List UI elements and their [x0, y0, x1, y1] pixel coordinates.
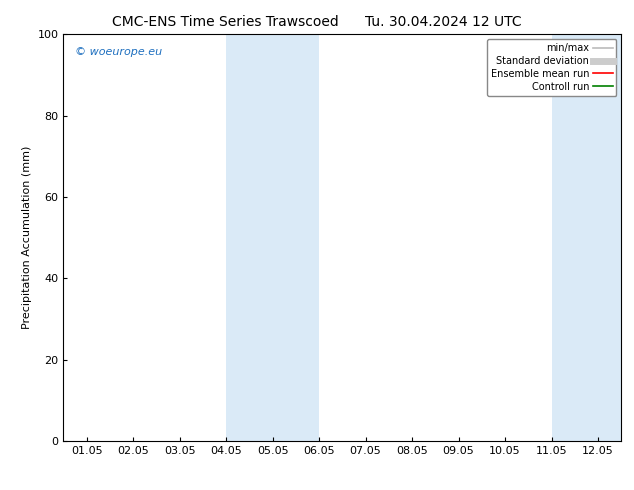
- Text: CMC-ENS Time Series Trawscoed      Tu. 30.04.2024 12 UTC: CMC-ENS Time Series Trawscoed Tu. 30.04.…: [112, 15, 522, 29]
- Text: © woeurope.eu: © woeurope.eu: [75, 47, 162, 56]
- Y-axis label: Precipitation Accumulation (mm): Precipitation Accumulation (mm): [22, 146, 32, 329]
- Bar: [226, 34, 319, 441]
- Legend: min/max, Standard deviation, Ensemble mean run, Controll run: min/max, Standard deviation, Ensemble me…: [487, 39, 616, 96]
- Bar: [552, 34, 634, 441]
